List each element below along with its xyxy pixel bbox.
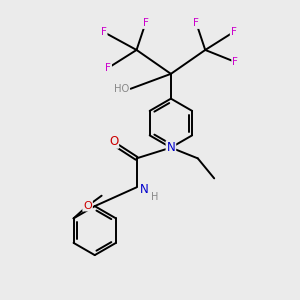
Text: H: H xyxy=(152,192,159,202)
Text: HO: HO xyxy=(114,84,129,94)
Text: F: F xyxy=(105,63,111,73)
Text: F: F xyxy=(142,18,148,28)
Text: F: F xyxy=(231,27,236,37)
Text: O: O xyxy=(83,200,92,211)
Text: N: N xyxy=(167,141,175,154)
Text: F: F xyxy=(232,57,238,67)
Text: N: N xyxy=(140,183,148,196)
Text: O: O xyxy=(109,135,118,148)
Text: F: F xyxy=(101,27,107,37)
Text: F: F xyxy=(193,18,199,28)
